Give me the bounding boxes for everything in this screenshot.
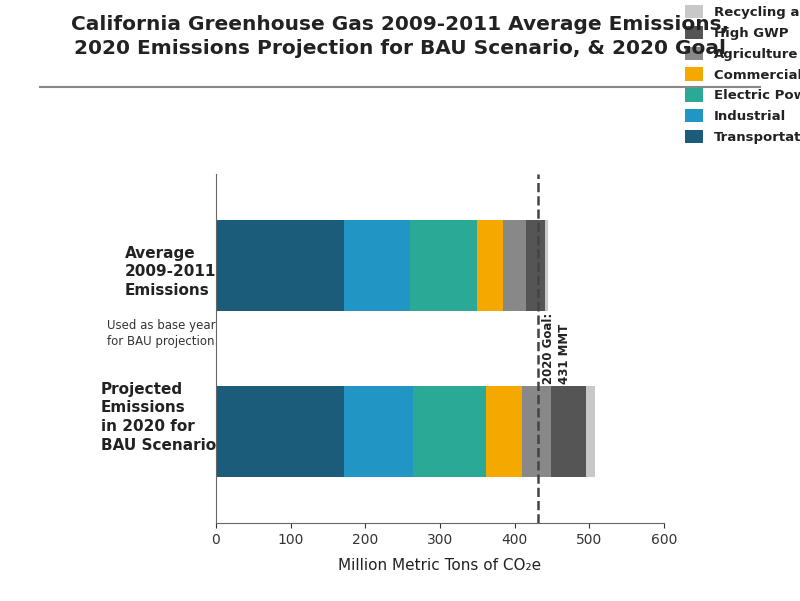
Bar — [526, 220, 545, 311]
Bar — [586, 386, 595, 477]
Text: 2020 Goal:
431 MMT: 2020 Goal: 431 MMT — [542, 313, 571, 384]
Bar — [216, 220, 345, 311]
Bar — [345, 386, 413, 477]
Bar — [345, 220, 410, 311]
Text: California Greenhouse Gas 2009-2011 Average Emissions,
2020 Emissions Projection: California Greenhouse Gas 2009-2011 Aver… — [71, 15, 729, 58]
X-axis label: Million Metric Tons of CO₂e: Million Metric Tons of CO₂e — [338, 558, 542, 573]
Text: Average
2009-2011
Emissions: Average 2009-2011 Emissions — [125, 246, 216, 298]
Bar — [550, 386, 586, 477]
Bar — [503, 220, 526, 311]
Bar — [413, 386, 486, 477]
Bar — [410, 220, 478, 311]
Bar — [478, 220, 503, 311]
Text: Projected
Emissions
in 2020 for
BAU Scenario: Projected Emissions in 2020 for BAU Scen… — [101, 382, 216, 453]
Legend: Recycling and Waste, High GWP, Agriculture, Commercial & Residential, Electric P: Recycling and Waste, High GWP, Agricultu… — [679, 0, 800, 149]
Bar — [545, 220, 548, 311]
Bar — [522, 386, 550, 477]
Bar — [486, 386, 522, 477]
Text: Used as base year
for BAU projection: Used as base year for BAU projection — [107, 319, 216, 348]
Bar — [216, 386, 345, 477]
